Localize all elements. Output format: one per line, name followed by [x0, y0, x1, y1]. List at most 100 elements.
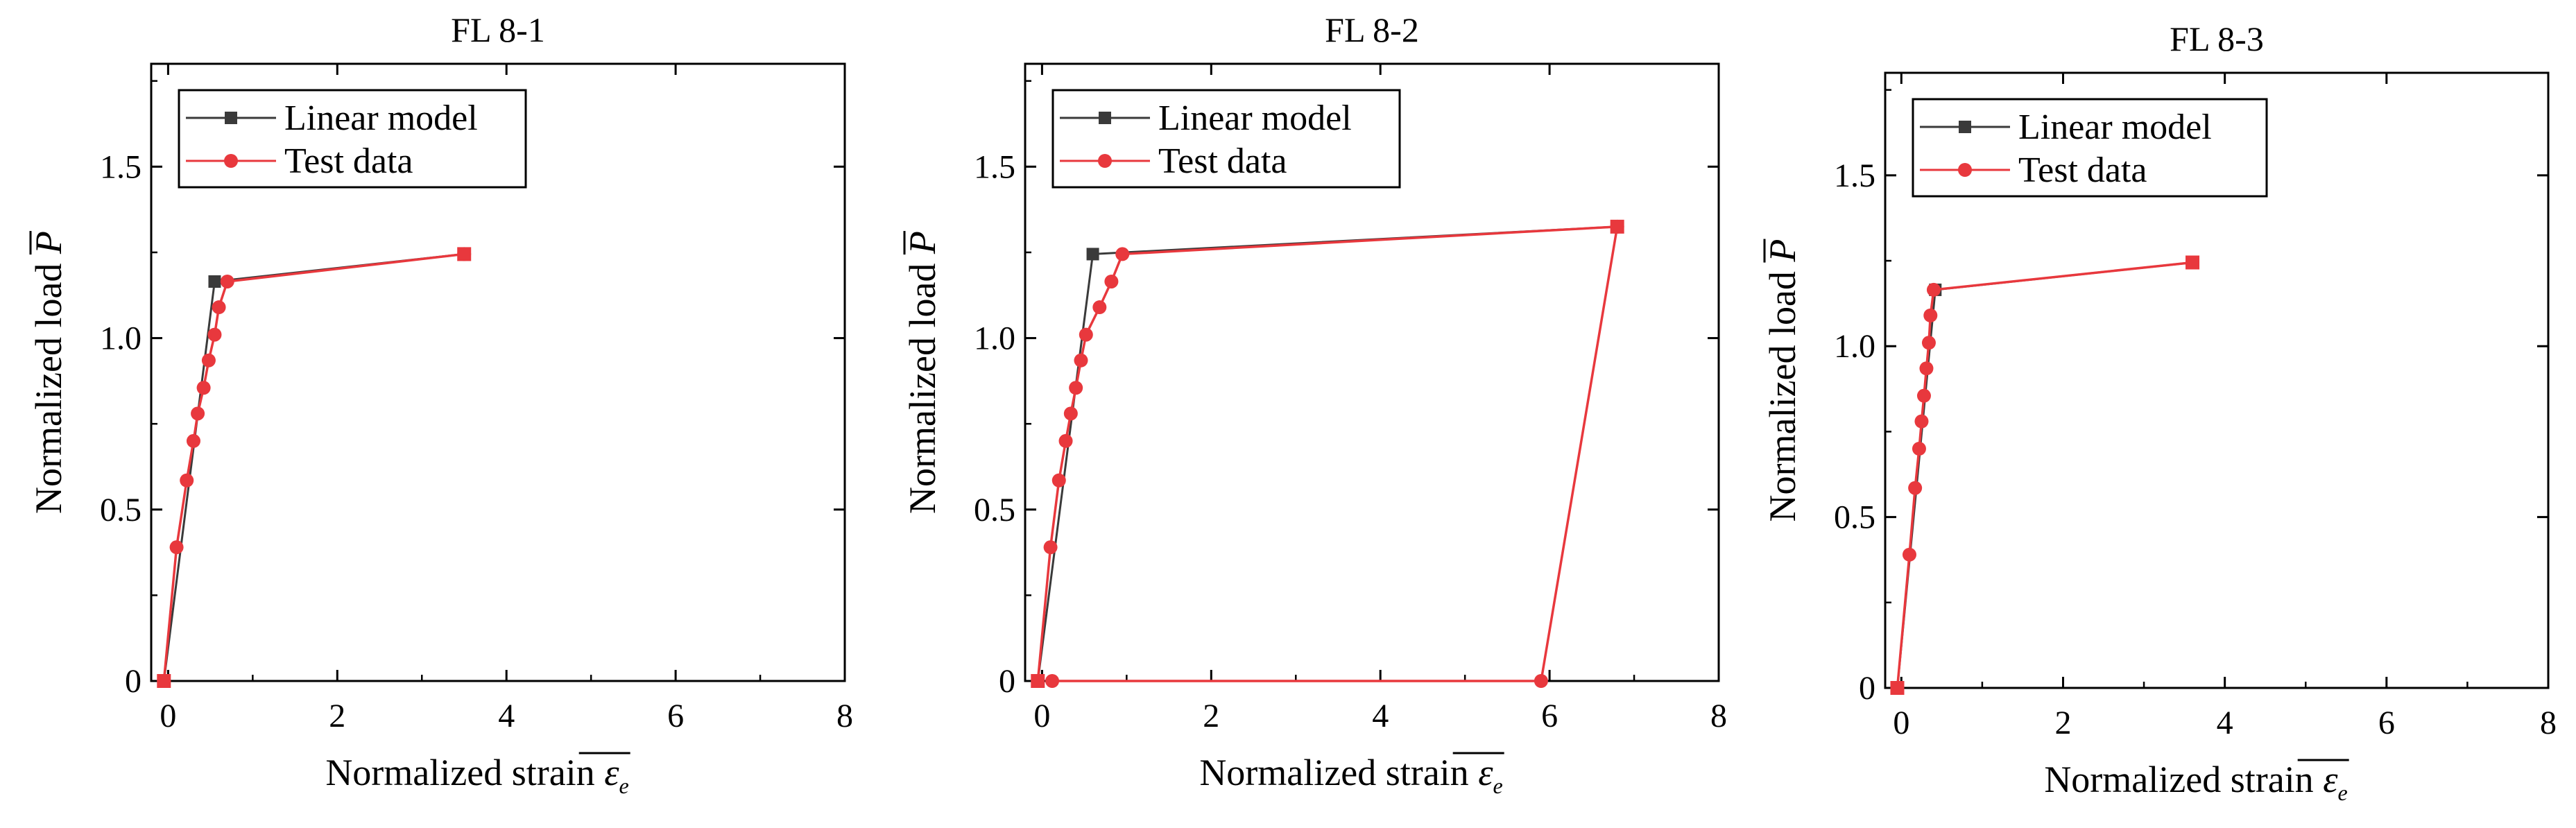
x-axis-subscript: e [619, 773, 628, 798]
x-axis-label: Normalized strain εe [2044, 759, 2347, 805]
y-tick-label: 0 [125, 663, 141, 700]
data-point [1058, 433, 1073, 448]
data-point [1104, 274, 1119, 288]
series-line [1036, 225, 1617, 682]
data-point [1916, 388, 1931, 403]
data-point [196, 381, 211, 395]
x-tick-label: 2 [2054, 705, 2071, 741]
data-point [1921, 336, 1936, 350]
chart-title: FL 8-3 [2170, 19, 2264, 58]
y-axis-label: Normalized load P [1762, 239, 1803, 522]
legend-label: Linear model [2018, 107, 2212, 147]
end-point-marker [2186, 255, 2200, 270]
data-point [1912, 442, 1926, 456]
data-point [1919, 361, 1934, 376]
x-tick-label: 4 [2217, 705, 2233, 741]
legend-marker [1959, 121, 1971, 133]
legend-marker [1958, 163, 1972, 177]
data-point [1115, 247, 1130, 261]
y-tick-label: 0.5 [1834, 499, 1875, 536]
end-point-marker [1610, 219, 1624, 234]
y-axis-symbol: P [28, 231, 69, 255]
x-axis-symbol: ε [2323, 759, 2338, 800]
data-point [191, 406, 205, 421]
series-linear-model [1031, 220, 1624, 687]
x-tick-label: 8 [1710, 698, 1727, 734]
data-point [1069, 381, 1083, 395]
data-point [208, 275, 221, 288]
legend-label: Test data [284, 141, 413, 181]
legend-box [1912, 98, 2268, 198]
series-line [1896, 261, 2193, 689]
data-point [1908, 481, 1923, 495]
origin-point-marker [1890, 681, 1905, 695]
data-point [212, 300, 226, 315]
data-point [1534, 674, 1548, 688]
x-tick-label: 0 [1033, 698, 1050, 734]
x-tick-label: 8 [836, 698, 853, 734]
x-tick-label: 4 [498, 698, 515, 734]
legend-label: Test data [1158, 141, 1287, 181]
legend-marker [224, 154, 238, 168]
legend-marker [1099, 112, 1111, 124]
series-linear-model [157, 248, 471, 687]
chart-1: FL 8-1 0 2 4 6 8 0 0.5 1.0 1.5 Normalized strain ε… [28, 10, 853, 798]
data-point [1092, 300, 1107, 315]
legend-label: Linear model [284, 98, 478, 138]
plot-frame [150, 62, 846, 682]
data-point [1902, 547, 1916, 562]
plot-frame [1884, 71, 2550, 689]
data-point [1051, 473, 1066, 488]
x-tick-label: 6 [667, 698, 684, 734]
data-point [169, 540, 184, 555]
y-tick-label: 0.5 [100, 492, 141, 528]
series-test-data [157, 247, 472, 688]
x-axis-subscript: e [1493, 773, 1502, 798]
series-line [162, 252, 465, 682]
data-point [1923, 308, 1938, 322]
end-point-marker [457, 247, 472, 261]
x-axis-symbol: ε [604, 752, 619, 793]
x-tick-label: 2 [329, 698, 345, 734]
y-axis-symbol: P [902, 231, 943, 255]
y-axis-symbol: P [1762, 239, 1803, 263]
y-tick-label: 0 [1859, 670, 1875, 707]
data-point [1079, 327, 1093, 342]
legend-label: Linear model [1158, 98, 1352, 138]
y-tick-label: 0.5 [974, 492, 1015, 528]
series-line [162, 252, 465, 682]
legend-marker [1098, 154, 1112, 168]
data-point [186, 433, 200, 448]
y-axis-label: Normalized load P [28, 231, 69, 514]
data-point [1045, 674, 1060, 688]
x-tick-label: 6 [1541, 698, 1558, 734]
series-linear-model [1891, 256, 2199, 694]
x-axis-subscript: e [2337, 780, 2347, 805]
x-tick-label: 2 [1203, 698, 1219, 734]
chart-2: FL 8-2 0 2 4 6 8 0 0.5 1.0 1.5 Normalized strain ε… [902, 10, 1727, 798]
legend-box [1051, 89, 1401, 189]
legend-box [178, 89, 527, 189]
data-point [1074, 353, 1088, 368]
x-tick-label: 6 [2378, 705, 2395, 741]
data-point [201, 353, 216, 368]
y-tick-label: 1.0 [100, 320, 141, 357]
series-test-data [1031, 219, 1624, 688]
legend-label: Test data [2018, 150, 2147, 190]
origin-point-marker [157, 674, 171, 688]
x-axis-symbol: ε [1478, 752, 1493, 793]
x-axis-label: Normalized strain εe [1199, 752, 1502, 798]
data-point [1914, 414, 1929, 429]
chart-title: FL 8-2 [1325, 10, 1419, 49]
data-point [207, 327, 222, 342]
chart-3: FL 8-3 0 2 4 6 8 0 0.5 1.0 1.5 Normalized strain ε… [1762, 19, 2557, 805]
series-test-data [1890, 255, 2200, 695]
series-line [1036, 225, 1619, 682]
data-point [220, 274, 234, 288]
origin-point-marker [1031, 674, 1045, 688]
y-tick-label: 1.5 [100, 148, 141, 185]
